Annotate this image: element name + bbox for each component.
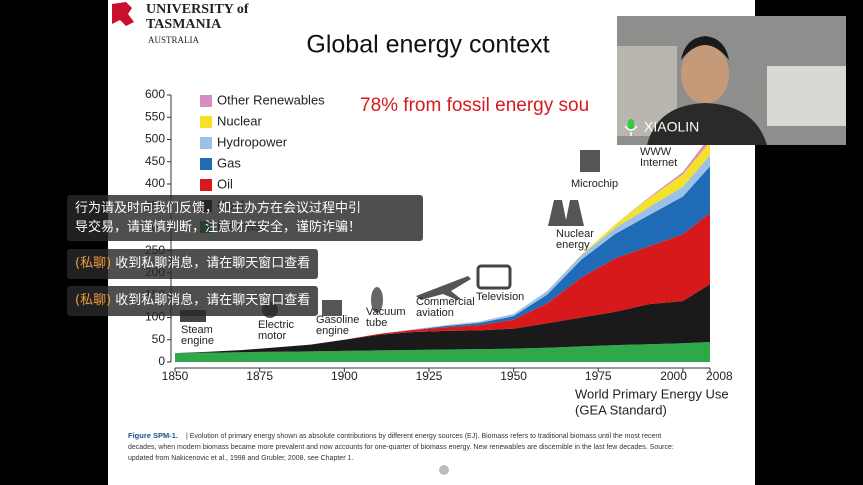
legend-swatch [200, 158, 212, 170]
legend-label: Nuclear [217, 113, 262, 128]
caption-text: | Evolution of primary energy shown as a… [186, 433, 661, 440]
video-feed: XIAOLIN [617, 16, 846, 145]
annotation: engine [316, 325, 349, 337]
logo-text: TASMANIA [146, 17, 222, 32]
participant-name: XIAOLIN [644, 119, 699, 135]
caption-text: updated from Nakicenovic et al., 1998 an… [128, 455, 353, 462]
slide-indicator [439, 465, 449, 475]
annotation: tube [366, 317, 387, 329]
y-tick-label: 450 [145, 154, 165, 168]
annotation: Nuclear [556, 228, 594, 240]
logo-text: UNIVERSITY of [146, 2, 249, 17]
notice-tag: (私聊) [75, 293, 112, 308]
legend-swatch [200, 137, 212, 149]
annotation: Television [476, 291, 524, 303]
warning-notice: 行为请及时向我们反馈，如主办方在会议过程中引 导交易，请谨慎判断，注意财产安全，… [67, 195, 423, 241]
slide-title: Global energy context [306, 31, 549, 59]
icon [322, 300, 342, 316]
area [175, 341, 710, 362]
notice-text: 收到私聊消息，请在聊天窗口查看 [115, 256, 311, 271]
notice-text: 收到私聊消息，请在聊天窗口查看 [115, 293, 311, 308]
y-tick-label: 400 [145, 176, 165, 190]
slide-canvas: UNIVERSITY of TASMANIA AUSTRALIA Global … [112, 2, 733, 475]
icon [580, 150, 600, 172]
icon [548, 200, 584, 226]
annotation: WWW [640, 146, 672, 158]
logo-text: AUSTRALIA [148, 35, 199, 45]
annotation: aviation [416, 307, 454, 319]
y-tick-label: 550 [145, 109, 165, 123]
video-tile[interactable]: XIAOLIN [617, 16, 846, 145]
annotation: Vacuum [366, 306, 406, 318]
y-tick-label: 50 [152, 332, 166, 346]
annotation: Microchip [571, 178, 618, 190]
legend-label: Gas [217, 155, 241, 170]
legend-swatch [200, 179, 212, 191]
x-tick-label: 2008 [706, 369, 733, 383]
y-tick-label: 500 [145, 132, 165, 146]
icon [416, 276, 471, 300]
annotation: energy [556, 239, 590, 251]
area [175, 166, 710, 354]
private-notice[interactable]: (私聊) 收到私聊消息，请在聊天窗口查看 [67, 286, 319, 316]
annotation: motor [258, 330, 286, 342]
legend-label: Oil [217, 176, 233, 191]
x-tick-label: 1900 [331, 369, 358, 383]
private-notice[interactable]: (私聊) 收到私聊消息，请在聊天窗口查看 [67, 249, 319, 279]
area [175, 284, 710, 354]
annotation: engine [181, 335, 214, 347]
person [681, 44, 729, 104]
mic-icon [628, 119, 634, 130]
background [767, 66, 846, 126]
x-tick-label: 1975 [585, 369, 612, 383]
notice-line: 导交易，请谨慎判断，注意财产安全，谨防诈骗！ [75, 220, 362, 235]
x-tick-label: 1925 [416, 369, 443, 383]
legend-swatch [200, 116, 212, 128]
person [647, 103, 767, 145]
notice-line: 行为请及时向我们反馈，如主办方在会议过程中引 [75, 201, 362, 216]
notice-tag: (私聊) [75, 256, 112, 271]
area [175, 212, 710, 354]
annotation: Electric [258, 319, 295, 331]
annotation: Internet [640, 157, 677, 169]
legend-swatch [200, 95, 212, 107]
annotation: Steam [181, 324, 213, 336]
person [681, 36, 729, 60]
x-axis-label: (GEA Standard) [575, 402, 667, 417]
logo-icon [112, 2, 134, 26]
x-axis-label: World Primary Energy Use [575, 386, 729, 401]
chart-subtitle: 78% from fossil energy sou [360, 95, 589, 116]
y-tick-label: 600 [145, 87, 165, 101]
x-tick-label: 2000 [660, 369, 687, 383]
legend-label: Hydropower [217, 134, 288, 149]
icon [476, 264, 512, 290]
y-tick-label: 0 [158, 354, 165, 368]
caption-text: decades, when modern biomass became more… [128, 444, 674, 451]
mic-icon [624, 125, 638, 136]
x-tick-label: 1850 [162, 369, 189, 383]
x-tick-label: 1950 [500, 369, 527, 383]
caption-label: Figure SPM-1. [128, 431, 178, 440]
x-tick-label: 1875 [246, 369, 273, 383]
icon [371, 287, 383, 313]
annotation: Gasoline [316, 314, 359, 326]
legend-label: Other Renewables [217, 92, 325, 107]
annotation: Commercial [416, 296, 475, 308]
